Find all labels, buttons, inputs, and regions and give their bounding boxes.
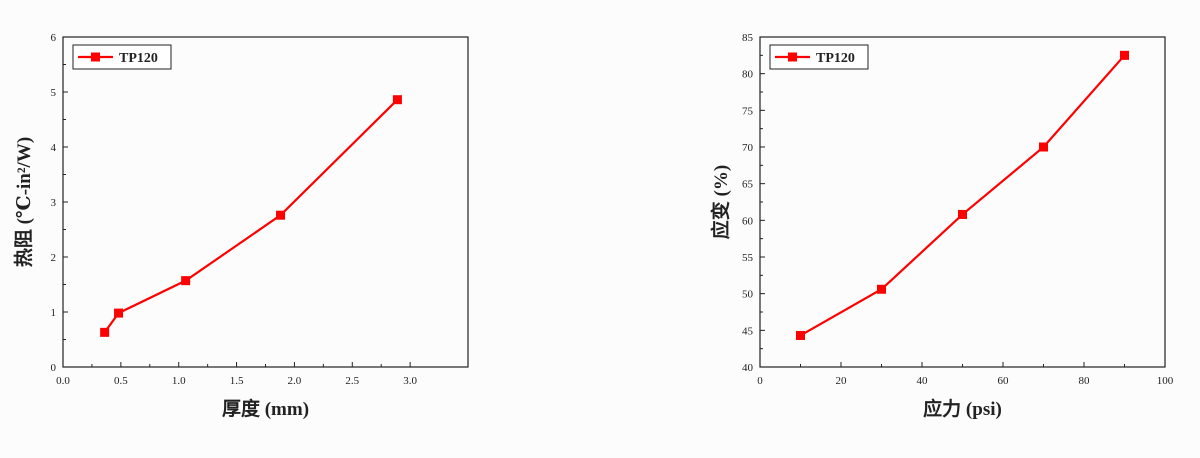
data-point [181,276,191,286]
x-tick-label: 100 [1157,375,1174,387]
data-point [1039,142,1048,152]
y-tick-label: 3 [51,197,57,209]
data-point [276,210,286,220]
y-tick-label: 65 [742,179,754,191]
y-tick-label: 5 [51,87,57,99]
y-tick-label: 70 [742,142,754,154]
y-tick-label: 80 [742,69,754,81]
x-tick-label: 40 [917,375,929,387]
x-tick-label: 2.0 [288,375,302,387]
x-tick-label: 20 [836,375,848,387]
legend-label: TP120 [119,51,158,66]
x-tick-label: 0 [757,375,763,387]
legend-marker [91,52,100,62]
x-tick-label: 0.5 [114,375,128,387]
y-axis-title: 热阻 (℃-in²/W) [12,137,35,267]
x-tick-label: 2.5 [345,375,359,387]
legend-marker [788,52,797,62]
x-tick-label: 80 [1079,375,1091,387]
x-tick-label: 0.0 [56,375,70,387]
data-point [877,284,886,294]
chart-2: 0 20 40 60 80 100 40 45 50 55 60 65 70 75 80 85 应力 (psi)… [709,32,1174,420]
series-line-1 [799,54,1126,337]
y-tick-label: 1 [51,307,57,319]
x-tick-label: 60 [998,375,1010,387]
x-axis-title: 应力 (psi) [923,397,1002,420]
y-tick-label: 45 [742,325,754,337]
data-point [392,95,402,105]
y-axis-title: 应变 (%) [709,165,732,239]
data-point [114,308,124,318]
plot-frame [62,36,469,368]
data-point [100,327,110,337]
data-point [958,209,967,219]
y-tick-label: 0 [51,362,57,374]
legend: TP120 [72,44,172,70]
data-point [1120,50,1129,60]
y-tick-label: 75 [742,105,754,117]
series-line-1 [103,98,399,333]
y-tick-label: 85 [742,32,754,44]
chart-1: 0.0 0.5 1.0 1.5 2.0 2.5 3.0 0 1 2 3 4 5 6 厚度 (mm) 热阻 (℃… [12,32,469,420]
y-tick-label: 2 [51,252,57,264]
y-tick-label: 4 [51,142,57,154]
x-tick-label: 1.0 [172,375,186,387]
plot-frame [759,36,1166,368]
y-tick-label: 50 [742,289,754,301]
y-tick-label: 6 [51,32,57,44]
y-tick-label: 60 [742,215,754,227]
legend: TP120 [769,44,869,70]
y-tick-label: 40 [742,362,754,374]
y-tick-label: 55 [742,252,754,264]
x-tick-label: 1.5 [230,375,244,387]
legend-label: TP120 [816,51,855,66]
data-point [796,330,805,340]
x-tick-label: 3.0 [403,375,417,387]
x-axis-title: 厚度 (mm) [222,397,309,420]
